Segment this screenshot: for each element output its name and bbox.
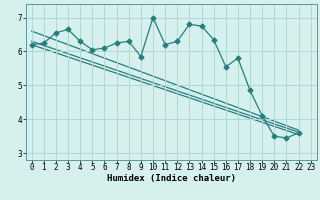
X-axis label: Humidex (Indice chaleur): Humidex (Indice chaleur) xyxy=(107,174,236,183)
